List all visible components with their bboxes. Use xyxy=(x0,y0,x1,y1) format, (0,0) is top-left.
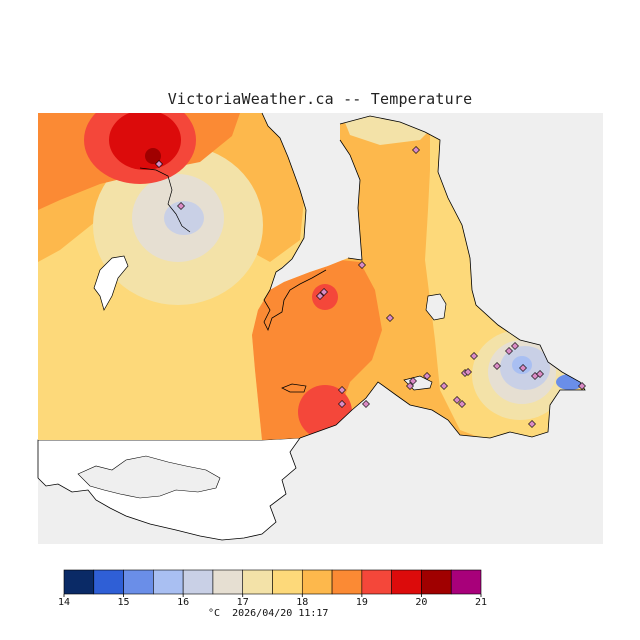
legend-swatch xyxy=(63,569,95,595)
station-marker xyxy=(453,396,461,404)
station-marker xyxy=(155,160,163,168)
islet-inlet xyxy=(281,383,307,393)
station-marker xyxy=(409,377,417,385)
legend-tick-label: 18 xyxy=(296,597,309,608)
legend-unit: °C xyxy=(208,608,221,619)
station-marker xyxy=(412,146,420,154)
station-marker xyxy=(458,400,466,408)
legend-swatch xyxy=(361,569,392,595)
legend-tick-label: 15 xyxy=(117,597,130,608)
legend-swatch xyxy=(153,569,184,595)
station-marker xyxy=(578,382,586,390)
station-marker xyxy=(505,347,513,355)
station-marker xyxy=(470,352,478,360)
station-marker xyxy=(177,202,185,210)
legend-swatch xyxy=(212,569,244,595)
legend-swatch xyxy=(272,569,303,595)
station-marker xyxy=(338,386,346,394)
station-marker xyxy=(362,400,370,408)
legend-tick-label: 19 xyxy=(355,597,368,608)
mainland-coastline xyxy=(261,112,327,332)
station-marker xyxy=(406,382,414,390)
legend-swatch xyxy=(93,569,124,595)
islet-west xyxy=(93,255,129,311)
station-marker xyxy=(358,261,366,269)
island-north-tip xyxy=(339,139,363,261)
station-marker xyxy=(536,370,544,378)
map-title: VictoriaWeather.ca -- Temperature xyxy=(167,90,473,108)
legend-swatch xyxy=(391,569,422,595)
station-marker xyxy=(338,400,346,408)
station-marker xyxy=(464,368,472,376)
legend-swatch xyxy=(123,569,154,595)
southern-inlet xyxy=(77,455,221,499)
legend-swatch xyxy=(242,569,273,595)
legend-unit-and-timestamp: °C 2026/04/20 11:17 xyxy=(208,608,328,619)
station-marker xyxy=(493,362,501,370)
legend-swatch xyxy=(421,569,452,595)
legend-swatch xyxy=(301,569,333,595)
legend-tick-label: 16 xyxy=(177,597,190,608)
station-marker xyxy=(519,364,527,372)
station-marker xyxy=(386,314,394,322)
legend-timestamp: 2026/04/20 11:17 xyxy=(232,608,329,619)
legend-tick-label: 17 xyxy=(236,597,249,608)
legend-color-bar xyxy=(63,569,482,597)
station-marker xyxy=(423,372,431,380)
legend-swatch xyxy=(182,569,214,595)
station-marker xyxy=(320,288,328,296)
mainland-inlet xyxy=(139,167,191,233)
station-marker xyxy=(528,420,536,428)
legend-swatch xyxy=(450,569,482,595)
legend-tick-label: 21 xyxy=(474,597,488,608)
legend-tick-label: 14 xyxy=(57,597,71,608)
legend-tick-label: 20 xyxy=(415,597,428,608)
station-markers xyxy=(155,146,586,428)
islet-small-lake xyxy=(425,293,447,321)
station-marker xyxy=(316,292,324,300)
legend-swatch xyxy=(331,569,363,595)
station-marker xyxy=(511,342,519,350)
station-marker xyxy=(440,382,448,390)
